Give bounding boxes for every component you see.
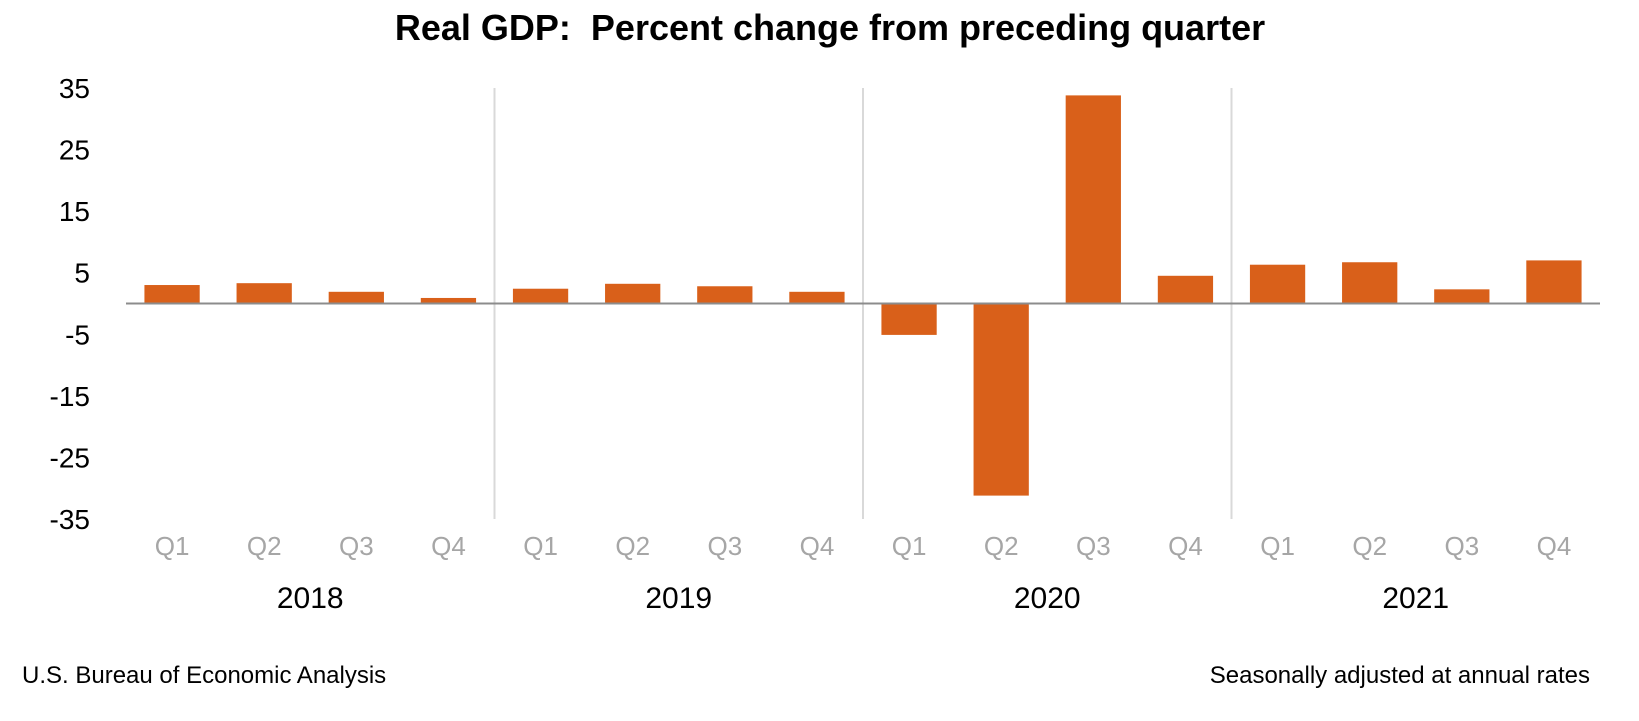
year-label: 2020 xyxy=(1014,582,1081,615)
quarter-tick-label: Q1 xyxy=(155,531,190,561)
y-tick-label: -5 xyxy=(65,319,90,350)
bar xyxy=(1065,95,1121,304)
bar xyxy=(881,303,937,335)
y-axis: 35 25 15 5 -5 -15 -25 -35 xyxy=(50,73,90,535)
quarter-tick-label: Q4 xyxy=(431,531,466,561)
y-tick-label: 35 xyxy=(59,73,90,104)
chart-title: Real GDP: Percent change from preceding … xyxy=(395,7,1265,48)
year-label: 2021 xyxy=(1382,582,1449,615)
quarter-axis: Q1 Q2 Q3 Q4 Q1 Q2 Q3 Q4 Q1 Q2 Q3 Q4 Q1 Q2 Q3 Q4 xyxy=(155,531,1572,561)
year-label: 2019 xyxy=(645,582,712,615)
quarter-tick-label: Q4 xyxy=(800,531,835,561)
bar xyxy=(697,286,753,304)
adjustment-note: Seasonally adjusted at annual rates xyxy=(1210,662,1590,689)
quarter-tick-label: Q1 xyxy=(523,531,558,561)
y-tick-label: -25 xyxy=(50,442,90,473)
y-tick-label: 25 xyxy=(59,135,90,166)
bar xyxy=(789,291,845,304)
y-tick-label: -15 xyxy=(50,381,90,412)
source-note: U.S. Bureau of Economic Analysis xyxy=(22,662,386,689)
bar xyxy=(512,288,569,304)
y-tick-label: 5 xyxy=(74,258,90,289)
year-label: 2018 xyxy=(277,582,344,615)
bar xyxy=(1342,262,1398,304)
quarter-tick-label: Q3 xyxy=(1444,531,1479,561)
bar xyxy=(1157,275,1214,304)
bar xyxy=(328,291,384,304)
year-axis: 2018 2019 2020 2021 xyxy=(277,582,1449,615)
bar xyxy=(236,283,292,304)
bar xyxy=(973,303,1029,496)
quarter-tick-label: Q2 xyxy=(1352,531,1387,561)
bar xyxy=(1434,289,1490,304)
quarter-tick-label: Q3 xyxy=(339,531,374,561)
quarter-tick-label: Q2 xyxy=(615,531,650,561)
quarter-tick-label: Q3 xyxy=(707,531,742,561)
quarter-tick-label: Q1 xyxy=(1260,531,1295,561)
quarter-tick-label: Q4 xyxy=(1537,531,1572,561)
y-tick-label: -35 xyxy=(50,504,90,535)
quarter-tick-label: Q3 xyxy=(1076,531,1111,561)
quarter-tick-label: Q2 xyxy=(984,531,1019,561)
bar xyxy=(144,285,200,304)
bar-series xyxy=(144,95,1582,496)
quarter-tick-label: Q2 xyxy=(247,531,282,561)
y-tick-label: 15 xyxy=(59,196,90,227)
bar xyxy=(420,297,477,304)
bar xyxy=(1526,260,1582,304)
bar xyxy=(1249,264,1306,304)
quarter-tick-label: Q1 xyxy=(892,531,927,561)
bar xyxy=(605,283,661,304)
quarter-tick-label: Q4 xyxy=(1168,531,1203,561)
